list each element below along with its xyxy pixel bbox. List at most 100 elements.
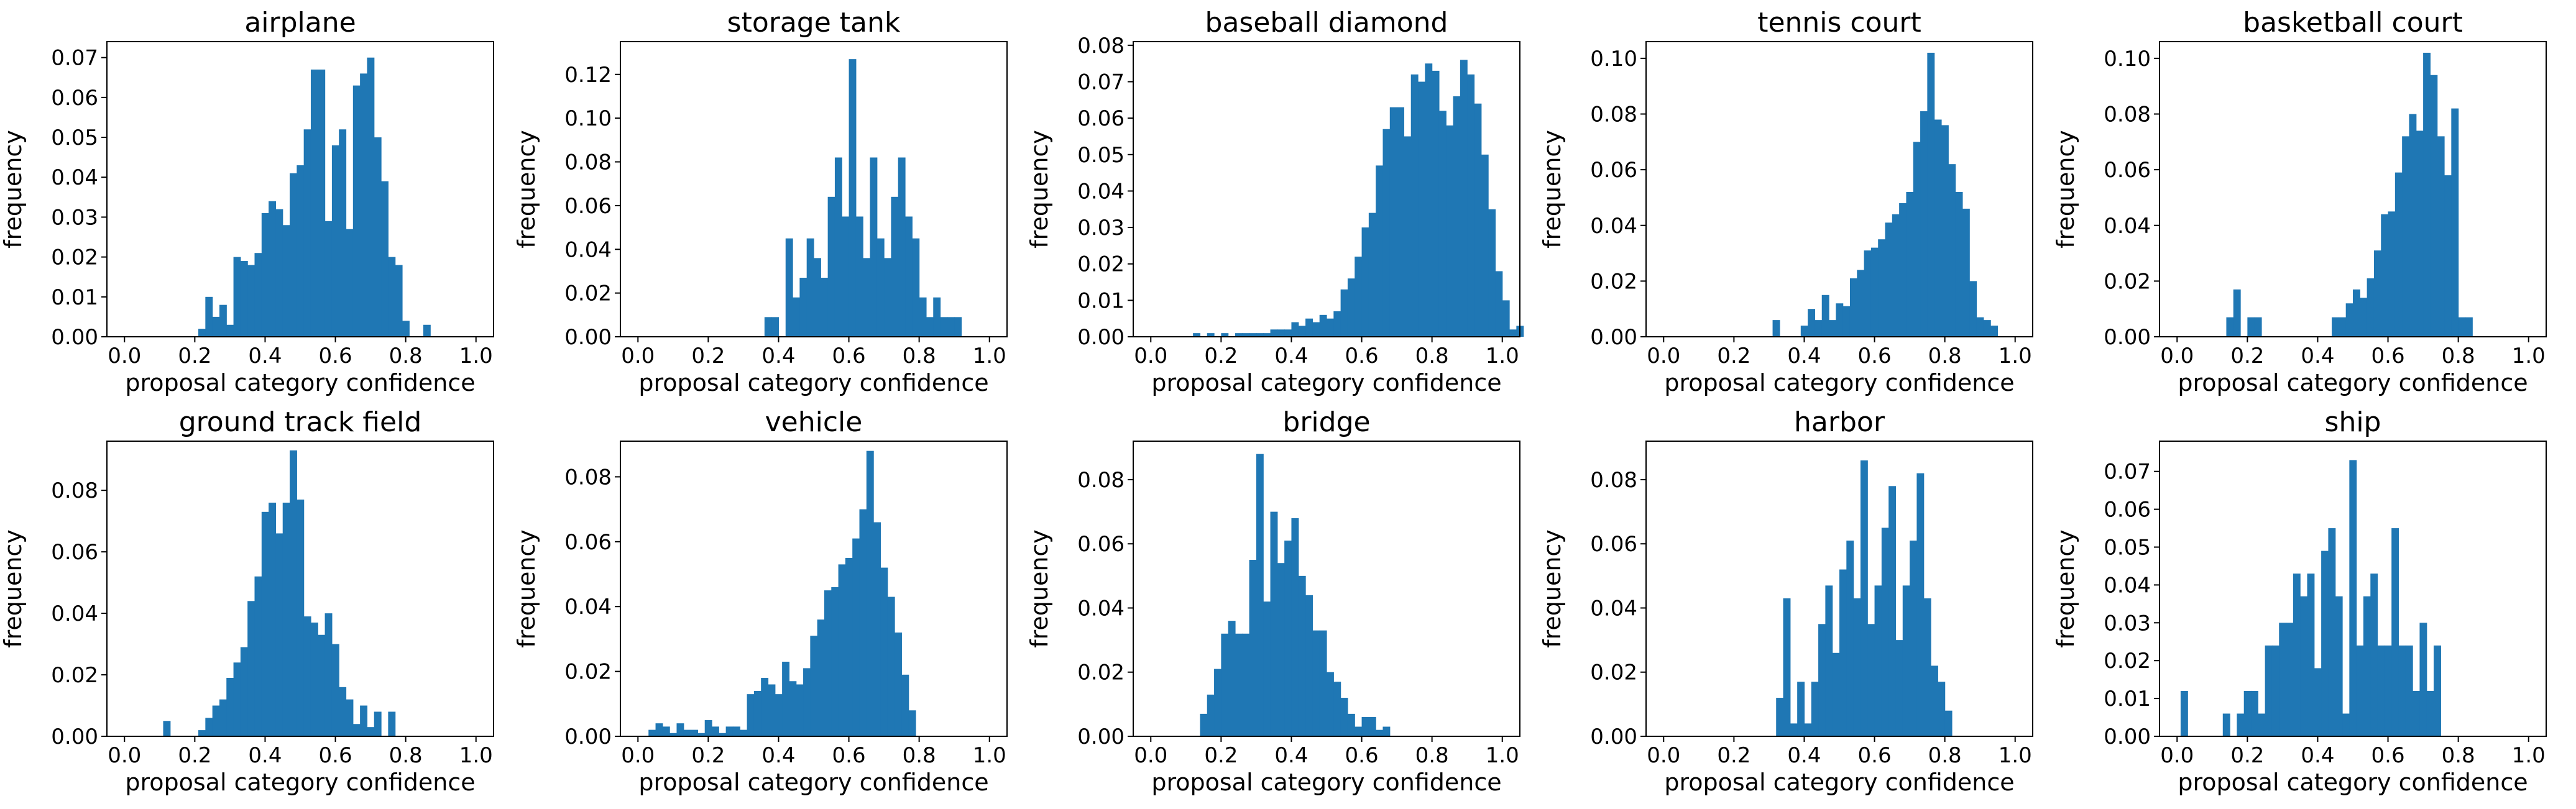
histogram-bar [1319, 630, 1327, 736]
y-axis-label: frequency [1539, 130, 1566, 249]
x-tick-label: 0.6 [1345, 344, 1379, 368]
histogram-bar [1842, 306, 1851, 337]
histogram-bar [919, 297, 927, 337]
histogram-bar [219, 304, 227, 337]
x-tick-label: 0.6 [1858, 344, 1892, 368]
histogram-bar [1881, 528, 1889, 736]
histogram-bar [1446, 125, 1454, 337]
histogram-bar [324, 221, 333, 337]
x-tick-label: 1.0 [1486, 344, 1519, 368]
x-axis-label: proposal category confidence [638, 769, 988, 796]
histogram-bar [1376, 729, 1384, 736]
y-tick-label: 0.00 [1077, 724, 1125, 749]
histogram-bar [2286, 623, 2294, 736]
histogram-bar [1836, 303, 1844, 337]
x-tick-label: 1.0 [973, 344, 1006, 368]
y-tick-label: 0.07 [51, 46, 98, 71]
histogram-bar [793, 297, 800, 337]
histogram-bar [2342, 713, 2350, 736]
histogram-bar [933, 297, 941, 337]
histogram-bar [1857, 270, 1865, 337]
y-tick-label: 0.03 [51, 205, 98, 230]
x-tick-label: 0.4 [1274, 344, 1308, 368]
histogram-bar [219, 699, 227, 737]
histogram-bar [1361, 227, 1369, 337]
histogram-bar [2345, 303, 2353, 337]
histogram-bar [240, 261, 248, 337]
y-tick-label: 0.06 [51, 86, 98, 111]
histogram-bar [908, 710, 916, 736]
histogram-bar [1832, 652, 1840, 736]
histogram-bar [1821, 295, 1829, 337]
x-axis-label: proposal category confidence [125, 369, 475, 396]
y-axis-label: frequency [0, 130, 27, 249]
histogram-bar [1800, 326, 1808, 337]
histogram-bar [887, 596, 895, 736]
histogram-bar [1913, 142, 1921, 337]
histogram-bar [226, 677, 234, 736]
histogram-bar [2388, 211, 2396, 337]
x-tick-label: 1.0 [459, 743, 493, 768]
histogram-bar [1502, 300, 1510, 337]
histogram-bar [895, 632, 902, 736]
x-axis-label: proposal category confidence [638, 369, 988, 396]
histogram-bar [1340, 289, 1348, 337]
histogram-bar [1376, 165, 1384, 337]
x-tick-label: 0.0 [1647, 743, 1680, 768]
histogram-bar [367, 57, 375, 337]
y-tick-label: 0.00 [1590, 325, 1637, 350]
x-tick-label: 0.8 [1928, 743, 1962, 768]
histogram-bar [2405, 645, 2413, 736]
histogram-bar [1340, 698, 1348, 736]
histogram-panel: 0.0 0.2 0.4 0.6 0.8 1.0 0.00 0.02 0.04 0.06 0.08 ve… [513, 406, 1008, 796]
histogram-bar [1829, 320, 1836, 337]
histogram-bar [1892, 214, 1900, 337]
histogram-panel: 0.0 0.2 0.4 0.6 0.8 1.0 0.00 0.02 0.04 0.06 0.08 0.… [1539, 7, 2033, 396]
histogram-bar [318, 634, 326, 736]
y-tick-label: 0.07 [2104, 460, 2151, 485]
histogram-bar [782, 661, 790, 736]
x-tick-label: 0.4 [2301, 743, 2334, 768]
x-axis-label: proposal category confidence [1151, 369, 1501, 396]
histogram-bar [1867, 624, 1875, 736]
histogram-bar [1235, 333, 1243, 337]
histogram-bar [2247, 317, 2255, 337]
histogram-bar [1256, 333, 1264, 337]
histogram-bar [2409, 114, 2417, 337]
chart-title: vehicle [765, 406, 863, 438]
histogram-bar [1305, 595, 1313, 736]
x-tick-label: 0.8 [903, 743, 936, 768]
histogram-bar [1214, 669, 1221, 736]
histogram-bar [747, 694, 755, 736]
histogram-bar [1934, 119, 1942, 337]
x-tick-label: 0.0 [1647, 344, 1680, 368]
x-tick-label: 0.2 [1204, 344, 1238, 368]
plot-frame [1133, 441, 1520, 737]
histogram-bar [2381, 214, 2389, 337]
histogram-bar [719, 733, 727, 736]
histogram-bar [2356, 645, 2364, 736]
y-tick-label: 0.06 [51, 540, 98, 565]
histogram-bar [2321, 551, 2329, 736]
histogram-bar [764, 317, 772, 337]
x-axis-label: proposal category confidence [1151, 769, 1501, 796]
y-tick-label: 0.00 [2104, 325, 2151, 350]
histogram-bar [1305, 318, 1313, 337]
x-axis-label: proposal category confidence [2178, 769, 2528, 796]
histogram-panel: 0.0 0.2 0.4 0.6 0.8 1.0 0.00 0.02 0.04 0.06 0.08 0.… [513, 7, 1008, 396]
histogram-bar [1284, 541, 1292, 736]
histogram-bar [247, 265, 255, 337]
histogram-bar [2237, 713, 2245, 736]
y-tick-label: 0.01 [51, 285, 98, 310]
histogram-bar [1207, 333, 1215, 337]
y-tick-label: 0.00 [51, 325, 98, 350]
histogram-bar [2233, 289, 2241, 337]
x-tick-label: 0.4 [248, 743, 282, 768]
x-tick-label: 0.0 [108, 344, 141, 368]
histogram-bar [360, 705, 368, 736]
histogram-bar [2307, 574, 2315, 736]
x-tick-label: 0.2 [2230, 743, 2264, 768]
x-tick-label: 0.2 [2230, 344, 2264, 368]
histogram-bar [662, 726, 670, 736]
chart-title: tennis court [1757, 7, 1921, 39]
